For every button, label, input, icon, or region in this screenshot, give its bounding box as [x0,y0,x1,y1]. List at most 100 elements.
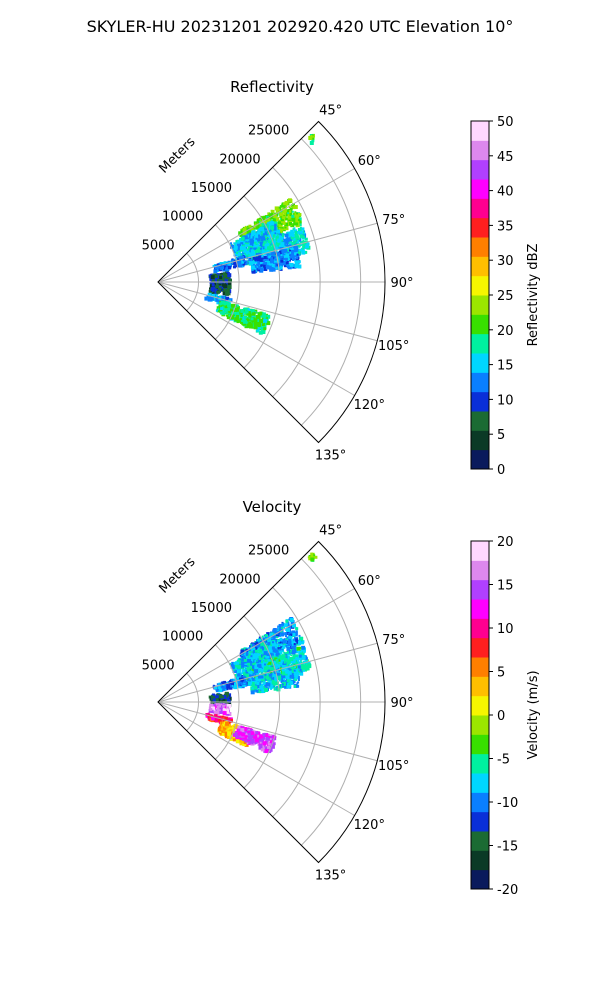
echo-gate [214,698,219,703]
echo-gate [209,287,211,290]
echo-gate [261,312,266,317]
echo-gate [291,242,295,246]
echo-gate [227,704,231,708]
echo-gate [271,209,275,213]
echo-gate [300,652,305,657]
echo-gate [261,231,266,236]
echo-gate [266,682,271,687]
echo-gate [240,314,243,317]
echo-gate [261,663,266,668]
echo-gate [272,667,276,671]
azimuth-tick-label: 75° [382,633,405,648]
echo-gate [214,718,219,723]
echo-cluster [212,675,248,693]
echo-gate [275,234,278,237]
echo-gate [264,749,269,754]
echo-gate [253,264,257,268]
echo-gate [301,250,306,255]
echo-gate [248,740,252,744]
echo-gate [253,319,258,324]
echo-gate [240,236,245,241]
echo-gate [233,661,237,665]
echo-gate [285,638,288,640]
echo-gate [256,638,261,643]
echo-gate [282,669,285,673]
echo-gate [244,666,246,669]
echo-gate [234,304,239,309]
echo-gate [293,638,296,641]
echo-gate [286,627,290,632]
colorbar-tick-label: 0 [497,463,505,478]
echo-gate [258,234,260,237]
echo-gate [271,231,275,235]
echo-gate [297,219,300,221]
echo-gate [295,638,299,642]
echo-gate [278,650,283,655]
echo-gate [283,206,286,209]
echo-gate [226,303,231,308]
echo-gate [209,703,214,708]
echo-gate [281,665,286,670]
echo-gate [221,732,225,736]
echo-gate [283,661,286,664]
echo-gate [296,254,300,258]
colorbar-tick-label: 5 [497,666,505,681]
echo-gate [276,206,281,211]
echo-gate [290,254,295,259]
echo-gate [246,647,249,650]
echo-gate [249,261,253,265]
echo-gate [248,324,253,329]
echo-gate [288,237,293,242]
echo-gate [236,252,241,257]
colorbar-segment [471,179,489,199]
echo-gate [247,262,250,265]
echo-gate [283,651,286,654]
echo-gate [258,656,263,660]
echo-gate [239,262,243,266]
azimuth-tick-label: 60° [358,154,381,169]
echo-gate [255,689,259,693]
echo-gate [262,741,267,746]
echo-gate [220,307,224,311]
colorbar-segment [471,140,489,161]
colorbar-segment [471,753,489,774]
echo-gate [263,651,268,656]
echo-gate [263,327,267,331]
echo-gate [250,690,255,695]
colorbar-segment [471,449,489,470]
azimuth-tick-label: 45° [319,523,342,538]
echo-gate [233,265,236,269]
echo-gate [217,715,221,719]
echo-gate [248,670,253,675]
echo-gate [247,308,250,310]
echo-gate [279,266,283,270]
panel-reflectivity: Reflectivity45°60°75°90°105°120°135°5000… [142,78,541,478]
echo-gate [226,735,231,739]
colorbar-tick-label: 25 [497,289,514,304]
echo-gate [261,660,264,663]
colorbar-tick-label: -20 [497,883,518,898]
echo-gate [219,711,223,714]
echo-gate [261,689,266,693]
range-tick-label: 20000 [219,152,260,167]
echo-gate [273,664,278,669]
echo-gate [245,252,250,257]
echo-gate [290,236,294,240]
echo-gate [257,264,259,267]
echo-gate [264,674,267,677]
echo-gate [249,247,253,251]
echo-gate [213,714,216,717]
echo-gate [243,307,246,310]
echo-gate [242,739,245,741]
echo-gate [237,731,242,736]
echo-gate [218,726,220,729]
echo-gate [279,228,283,232]
echo-gate [250,317,254,321]
echo-gate [253,259,258,264]
range-tick-label: 15000 [191,181,232,196]
echo-gate [255,731,259,735]
echo-gate [264,659,268,663]
echo-gate [285,261,289,265]
echo-gate [289,262,294,267]
echo-gate [248,258,252,262]
